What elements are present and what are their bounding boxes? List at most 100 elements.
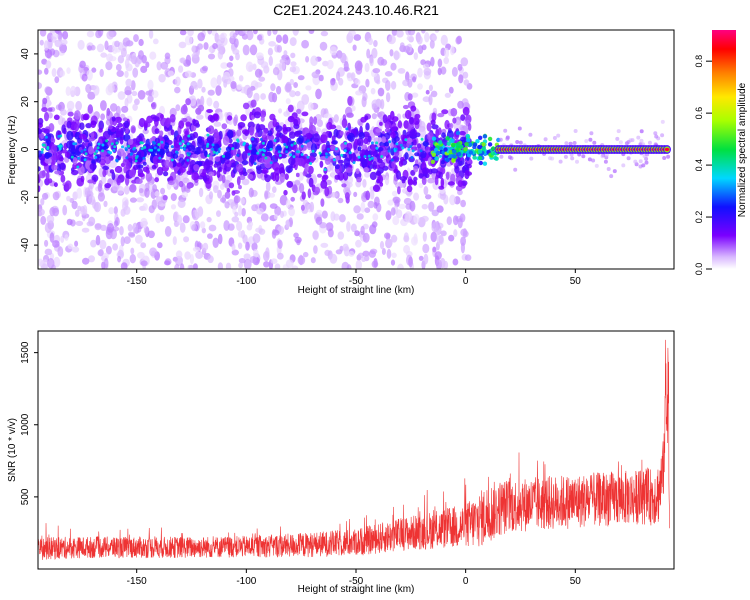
spectrogram-cell (167, 180, 175, 186)
spectrogram-cell (440, 230, 447, 237)
spectrogram-cell (90, 239, 97, 248)
spectrogram-cell (365, 190, 371, 201)
spectrogram-cell (175, 250, 183, 259)
spectrogram-cell (346, 264, 352, 269)
spectrogram-cell (82, 114, 89, 121)
spectrogram-cell (482, 134, 488, 139)
spectrogram-cell (260, 116, 265, 122)
spectrogram-cell (236, 138, 240, 142)
spectrogram-cell (339, 130, 344, 136)
spectrogram-cell (214, 156, 221, 163)
spectrogram-cell (96, 154, 102, 159)
spectrogram-cell (450, 173, 456, 184)
spectrogram-cell (392, 196, 401, 204)
spectrogram-cell (370, 149, 378, 156)
spectrogram-cell (186, 183, 192, 189)
spectrogram-cell (379, 121, 383, 126)
spectrogram-cell (187, 264, 192, 269)
spectrogram-cell (110, 142, 114, 146)
spectrogram-cell (588, 137, 593, 142)
spectrogram-cell (159, 130, 164, 137)
spectrogram-cell (299, 183, 305, 194)
spectrogram-cell (424, 32, 430, 43)
spectrogram-cell (434, 156, 439, 161)
spectrogram-cell (363, 155, 367, 158)
spectrogram-cell (279, 172, 285, 183)
spectrogram-cell (330, 145, 337, 151)
spectrogram-cell (498, 137, 503, 142)
spectrogram-cell (417, 143, 422, 149)
spectrogram-cell (80, 208, 88, 216)
spectrogram-cell (369, 171, 377, 181)
spectrogram-cell (288, 131, 296, 139)
spectrogram-cell (422, 243, 430, 254)
spectrogram-cell (252, 233, 261, 244)
spectrogram-cell (82, 257, 90, 265)
spectrogram-cell (47, 258, 55, 269)
spectrogram-cell (94, 155, 98, 159)
spectrogram-cell (310, 55, 318, 67)
spectrogram-cell (326, 121, 333, 130)
spectrogram-cell (306, 155, 310, 159)
spectrogram-cell (106, 107, 111, 117)
spectrogram-cell (285, 150, 289, 154)
spectrogram-cell (170, 193, 177, 202)
spectrogram-cell (76, 187, 83, 199)
spectrogram-cell (434, 30, 440, 33)
spectrogram-cell (52, 191, 60, 201)
spectrogram-cell (333, 114, 339, 123)
spectrogram-cell (419, 149, 423, 153)
spectrogram-cell (431, 209, 439, 217)
spectrogram-cell (246, 87, 253, 99)
spectrogram-cell (377, 174, 383, 184)
spectrogram-cell (361, 144, 368, 151)
colorbar: 0.0 0.2 0.4 0.6 0.8 Normalized spectral ampl… (694, 30, 748, 275)
spectrogram-cell (222, 154, 226, 158)
spectrogram-cell (67, 111, 74, 117)
spectrogram-cell (242, 143, 246, 146)
spectrogram-cell (185, 121, 191, 127)
spectrogram-cell (195, 250, 204, 259)
spectrogram-cell (353, 205, 361, 214)
spectrogram-cell (179, 263, 185, 269)
spectrogram-cell (412, 139, 417, 146)
spectrogram-cell (220, 197, 226, 203)
spectrogram-cell (108, 56, 117, 62)
spectrogram-cell (377, 87, 385, 97)
spectrogram-cell (518, 140, 523, 145)
spectrogram-cell (243, 258, 252, 269)
spectrogram-cell (128, 54, 137, 62)
spectrogram-cell (108, 160, 117, 169)
spectrogram-cell (160, 187, 166, 195)
spectrogram-cell (44, 158, 53, 164)
spectrogram-cell (178, 41, 187, 49)
spectrogram-cell (55, 150, 61, 161)
spectrogram-cell (345, 167, 353, 173)
spectrogram-cell (202, 65, 208, 72)
spectrogram-cell (231, 243, 236, 251)
spectrogram-cell (341, 118, 348, 129)
spectrogram-cell (409, 129, 417, 138)
spectrogram-cell (371, 47, 378, 59)
spectrogram-cell (116, 185, 125, 195)
spectrogram-cell (312, 230, 319, 240)
spectrogram-cell (383, 149, 389, 156)
spectrogram-cell (342, 243, 349, 252)
spectrogram-cell (294, 130, 301, 137)
spectrogram-cell (146, 115, 154, 124)
spectrogram-cell (382, 114, 388, 124)
spectrogram-cell (573, 129, 578, 133)
spectrogram-cell (592, 140, 597, 145)
spectrogram-cell (95, 149, 99, 153)
spectrogram-cell (105, 61, 113, 71)
spectrogram-cell (242, 102, 250, 110)
spectrogram-cell (108, 207, 115, 215)
spectrogram-cell (346, 72, 352, 79)
spectrogram-cell (343, 61, 349, 72)
spectrogram-cell (77, 156, 81, 160)
spectrogram-cell (103, 200, 108, 208)
spectrogram-cell (345, 196, 350, 204)
spectrogram-cell (213, 132, 220, 143)
spectrogram-cell (385, 92, 391, 103)
spectrogram-cell (251, 242, 258, 252)
